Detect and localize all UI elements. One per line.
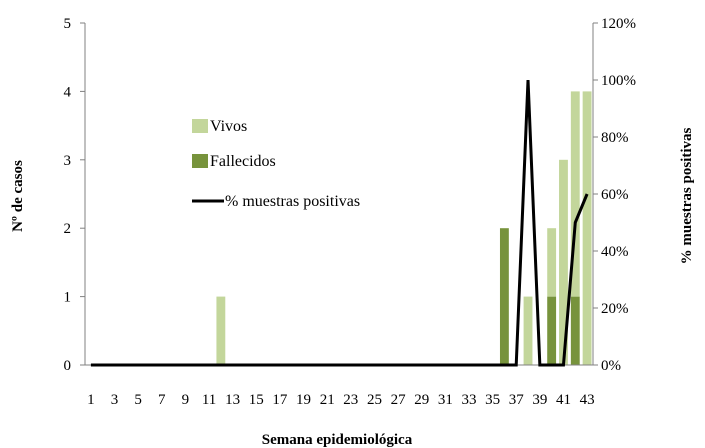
y-right-tick-label: 0% [601,358,621,374]
bar-vivos-week-12 [216,296,226,365]
y-right-tick-label: 100% [601,73,636,89]
line-layer [90,79,589,367]
bar-vivos-week-42 [570,91,580,297]
y-axis-left-title: Nº de casos [10,160,26,232]
x-tick-label: 11 [202,392,216,408]
x-tick-label: 29 [414,392,429,408]
x-tick-label: 7 [158,392,166,408]
bar-vivos-week-40 [547,228,557,297]
bar-fallecidos-week-36 [499,228,509,365]
legend-label: Fallecidos [210,153,276,170]
y-left-tick-label: 5 [64,16,72,32]
legend-label: % muestras positivas [225,193,360,210]
y-left-tick-label: 0 [64,358,72,374]
x-tick-label: 23 [343,392,358,408]
x-tick-label: 27 [391,392,407,408]
y-left-tick-label: 2 [64,221,72,237]
legend-swatch-fallecidos [192,154,208,168]
x-tick-label: 43 [580,392,595,408]
x-tick-label: 5 [134,392,142,408]
x-tick-label: 35 [485,392,500,408]
y-left-tick-label: 1 [64,290,72,306]
bar-fallecidos-week-42 [570,296,580,365]
y-left-tick-label: 3 [64,153,72,169]
x-tick-label: 21 [320,392,335,408]
legend-label: Vivos [210,118,247,135]
x-axis-title: Semana epidemiológica [262,432,413,448]
y-right-tick-label: 20% [601,301,629,317]
x-tick-label: 9 [182,392,190,408]
x-tick-label: 17 [272,392,288,408]
y-right-tick-label: 40% [601,244,629,260]
x-tick-label: 37 [509,392,525,408]
x-tick-label: 31 [438,392,453,408]
y-right-tick-label: 60% [601,187,629,203]
y-axis-right-title: % muestras positivas [679,128,695,265]
x-tick-label: 33 [461,392,476,408]
legend-swatch-vivos [192,119,208,133]
bar-vivos-week-41 [559,159,568,365]
x-tick-label: 25 [367,392,382,408]
x-tick-label: 15 [249,392,264,408]
bars-layer [216,91,592,366]
bar-fallecidos-week-40 [547,296,557,365]
x-tick-label: 13 [225,392,240,408]
x-tick-label: 19 [296,392,311,408]
x-tick-label: 41 [556,392,571,408]
bar-vivos-week-43 [582,91,592,366]
x-tick-label: 1 [87,392,95,408]
y-right-tick-label: 80% [601,130,629,146]
x-tick-label: 39 [532,392,547,408]
y-left-tick-label: 4 [64,84,72,100]
y-right-tick-label: 120% [601,16,636,32]
x-tick-label: 3 [111,392,119,408]
series-line--muestras-positivas [90,79,589,367]
bar-vivos-week-38 [523,296,533,365]
legend: Vivos Fallecidos % muestras positivas [192,118,360,210]
